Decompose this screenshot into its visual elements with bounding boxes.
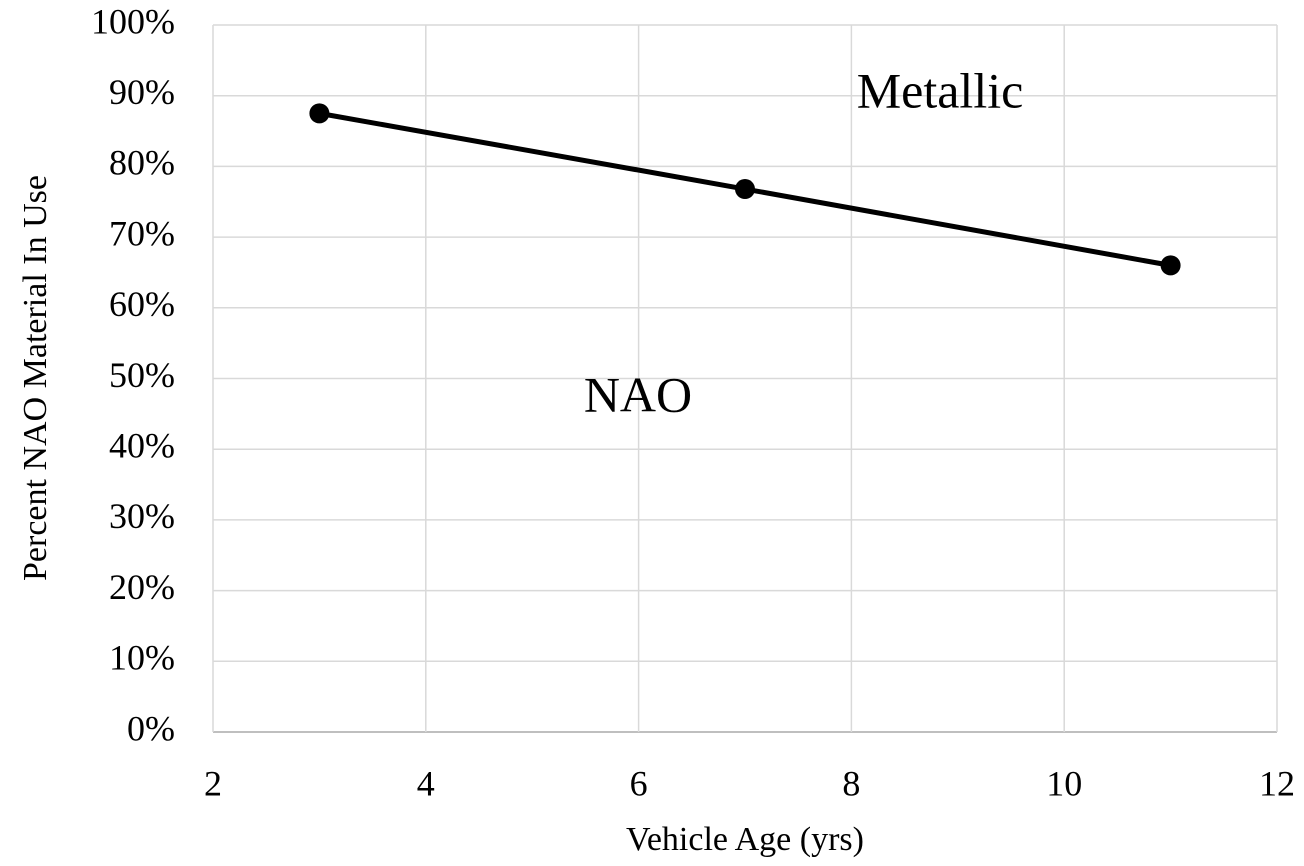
x-tick-label: 10 <box>1046 763 1082 803</box>
annotation: Metallic <box>857 62 1024 118</box>
y-tick-label: 0% <box>127 708 175 748</box>
y-tick-label: 10% <box>109 638 175 678</box>
y-tick-label: 90% <box>109 72 175 112</box>
data-point <box>309 103 330 124</box>
annotation: NAO <box>584 366 692 422</box>
y-tick-label: 50% <box>109 355 175 395</box>
x-tick-label: 6 <box>630 763 648 803</box>
x-axis-title: Vehicle Age (yrs) <box>626 821 864 858</box>
y-tick-label: 60% <box>109 284 175 324</box>
y-tick-label: 30% <box>109 496 175 536</box>
y-axis-title: Percent NAO Material In Use <box>17 175 54 581</box>
y-tick-label: 20% <box>109 567 175 607</box>
x-tick-label: 4 <box>417 763 435 803</box>
y-tick-label: 80% <box>109 143 175 183</box>
x-tick-label: 12 <box>1259 763 1295 803</box>
y-tick-label: 40% <box>109 425 175 465</box>
data-point <box>1160 255 1181 276</box>
y-tick-label: 100% <box>91 1 175 41</box>
x-tick-label: 8 <box>842 763 860 803</box>
data-point <box>735 179 755 200</box>
x-tick-label: 2 <box>204 763 222 803</box>
y-tick-label: 70% <box>109 213 175 253</box>
